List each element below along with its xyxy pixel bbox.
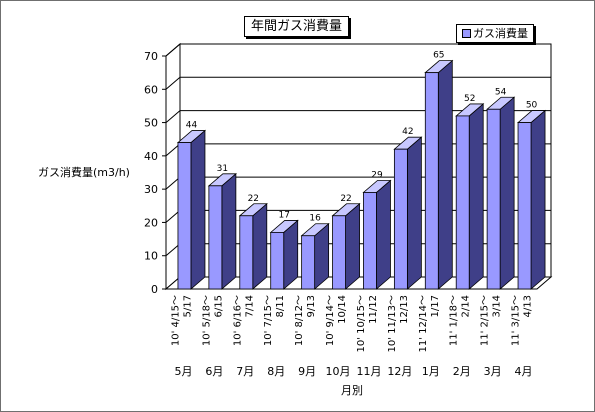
- data-label: 29: [371, 170, 383, 180]
- data-label: 44: [186, 121, 198, 131]
- y-tick-label: 50: [144, 117, 158, 130]
- data-label: 54: [495, 87, 507, 97]
- month-label: 11月: [356, 365, 381, 378]
- month-label: 4月: [515, 365, 533, 378]
- y-tick-label: 60: [144, 83, 158, 96]
- x-tick-label: 10' 8/12～: [294, 295, 305, 346]
- bar-side: [406, 136, 422, 290]
- x-tick-label: 10' 4/15～: [170, 295, 181, 346]
- x-tick-label: 10' 10/15～: [356, 295, 367, 352]
- data-label: 22: [248, 194, 259, 204]
- month-label: 7月: [236, 365, 254, 378]
- x-tick-label: 11' 12/14～: [418, 295, 429, 352]
- legend-swatch: [462, 29, 471, 38]
- x-tick-label: 1/17: [430, 295, 441, 317]
- x-tick-label: 10' 6/16～: [232, 295, 243, 346]
- x-tick-label: 10/14: [337, 295, 348, 324]
- bar: [177, 142, 192, 290]
- bar: [517, 122, 532, 290]
- month-label: 6月: [205, 365, 223, 378]
- bar: [239, 215, 254, 290]
- data-label: 31: [217, 164, 228, 174]
- bar-side: [190, 129, 206, 290]
- y-tick-label: 30: [144, 183, 158, 196]
- y-tick-label: 10: [144, 250, 158, 263]
- gridline: [165, 43, 551, 57]
- x-tick-label: 11/12: [368, 295, 379, 324]
- x-tick-label: 12/13: [399, 295, 410, 324]
- x-tick-label: 10' 11/13～: [387, 295, 398, 352]
- y-tick-label: 20: [144, 216, 158, 229]
- bar: [301, 235, 316, 290]
- month-label: 8月: [267, 365, 285, 378]
- bar: [363, 192, 377, 290]
- bar: [424, 72, 439, 290]
- data-label: 65: [433, 51, 444, 61]
- x-tick-label: 11' 1/18～: [449, 295, 460, 346]
- x-tick-label: 11' 3/15～: [511, 295, 522, 346]
- month-label: 3月: [484, 365, 502, 378]
- bar: [393, 148, 408, 290]
- bar: [270, 232, 285, 290]
- bar: [208, 185, 223, 290]
- x-tick-label: 11' 2/15～: [480, 295, 491, 346]
- x-tick-label: 10' 9/14～: [325, 295, 336, 346]
- bar-side: [468, 103, 484, 290]
- data-label: 22: [340, 194, 351, 204]
- data-label: 52: [464, 94, 475, 104]
- x-tick-label: 4/13: [523, 295, 534, 317]
- x-tick-label: 7/14: [244, 295, 255, 317]
- data-label: 17: [278, 210, 289, 220]
- y-axis-title: ガス消費量(m3/h): [38, 166, 130, 179]
- x-tick-label: 9/13: [306, 295, 317, 317]
- chart-title: 年間ガス消費量: [244, 16, 350, 37]
- x-tick-label: 5/17: [182, 295, 193, 317]
- month-label: 1月: [422, 365, 440, 378]
- x-tick-label: 3/14: [492, 295, 503, 317]
- bar-side: [437, 59, 453, 290]
- x-tick-label: 10' 5/18～: [201, 295, 212, 346]
- bar-side: [252, 202, 268, 290]
- data-label: 16: [309, 214, 321, 224]
- y-tick-label: 0: [151, 283, 158, 296]
- bar-side: [530, 109, 546, 290]
- bar-side: [499, 96, 515, 290]
- chart-legend: ガス消費量: [456, 24, 534, 43]
- x-tick-label: 6/15: [213, 295, 224, 317]
- bar-side: [221, 172, 237, 290]
- data-label: 42: [402, 127, 413, 137]
- bar: [332, 215, 346, 290]
- x-tick-label: 8/11: [275, 295, 286, 317]
- y-tick-label: 70: [144, 50, 158, 63]
- month-label: 10月: [326, 365, 351, 378]
- legend-label: ガス消費量: [473, 27, 528, 40]
- month-label: 5月: [174, 365, 192, 378]
- data-label: 50: [526, 101, 538, 111]
- bar: [455, 115, 470, 290]
- y-tick-label: 40: [144, 150, 158, 163]
- month-label: 12月: [387, 365, 412, 378]
- month-label: 2月: [453, 365, 471, 378]
- bar: [486, 108, 501, 290]
- x-axis-title: 月別: [341, 384, 363, 397]
- x-tick-label: 10' 7/15～: [263, 295, 274, 346]
- bar-side: [345, 202, 360, 290]
- bar-side: [376, 179, 391, 290]
- x-tick-label: 2/14: [461, 295, 472, 317]
- month-label: 9月: [298, 365, 316, 378]
